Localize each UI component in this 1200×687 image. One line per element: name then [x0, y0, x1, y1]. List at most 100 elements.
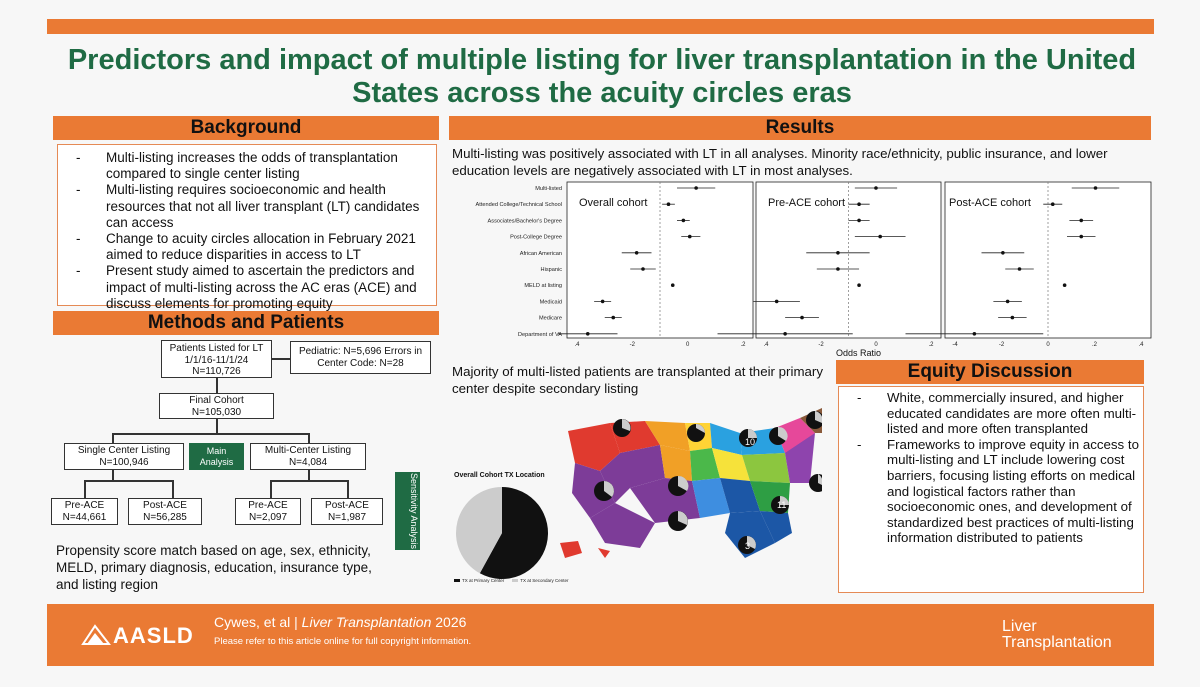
forest-point	[1017, 267, 1022, 271]
forest-panel-title: Overall cohort	[579, 197, 647, 209]
journal-logo: Liver Transplantation	[1002, 619, 1112, 651]
forest-point	[641, 267, 645, 271]
forest-tick-label: -2	[818, 342, 824, 348]
background-box: Multi-listing increases the odds of tran…	[57, 144, 437, 311]
forest-tick-label: -4	[952, 342, 958, 348]
forest-tick-label: .4	[763, 342, 769, 348]
methods-header: Methods and Patients	[53, 311, 439, 335]
equity-bullet: Frameworks to improve equity in access t…	[839, 437, 1139, 546]
background-bullet: Present study aimed to ascertain the pre…	[58, 263, 430, 312]
forest-tick-label: -2	[999, 342, 1005, 348]
pie-legend-label: TX at Primary Center	[462, 578, 505, 583]
forest-tick-label: .2	[928, 342, 934, 348]
forest-point	[666, 202, 671, 206]
flowchart: Patients Listed for LT 1/1/16-11/1/24 N=…	[0, 0, 450, 600]
forest-plot: Multi-listed Attended College/Technical S…	[476, 181, 1152, 358]
flow-sensitivity: Sensitivity Analysis	[395, 472, 420, 550]
pie-legend-swatch	[512, 579, 519, 582]
forest-row-label: Multi-listed	[535, 186, 562, 192]
forest-row-label: Attended College/Technical School	[476, 202, 562, 208]
flow-final: Final Cohort N=105,030	[159, 393, 274, 419]
background-list: Multi-listing increases the odds of tran…	[58, 150, 430, 312]
forest-point	[694, 186, 698, 190]
copyright-note: Please refer to this article online for …	[214, 636, 472, 647]
pie-legend: TX at Primary Center TX at Secondary Cent…	[454, 578, 569, 583]
forest-point	[836, 251, 840, 255]
forest-point	[874, 186, 878, 190]
citation-authors: Cywes, et al |	[214, 614, 298, 630]
forest-point	[1001, 251, 1005, 255]
map-text: Majority of multi-listed patients are tr…	[452, 364, 823, 396]
footer: AASLD Cywes, et al | Liver Transplantati…	[47, 604, 1154, 666]
flow-main-analysis: Main Analysis	[189, 443, 244, 470]
map-number: 10	[745, 437, 755, 447]
equity-bullet: White, commercially insured, and higher …	[839, 390, 1139, 437]
forest-tick-label: .4	[574, 342, 580, 348]
flow-excluded: Pediatric: N=5,696 Errors in Center Code…	[290, 341, 431, 374]
forest-point	[670, 283, 675, 287]
forest-row-label: Hispanic	[541, 267, 563, 273]
forest-point	[585, 332, 590, 336]
forest-tick-label: .4	[1138, 342, 1144, 348]
aasld-logo-icon	[81, 624, 111, 645]
forest-point	[634, 251, 639, 255]
equity-box: White, commercially insured, and higher …	[838, 386, 1144, 593]
forest-row-label: Post-College Degree	[510, 235, 562, 241]
map-number: 3	[745, 541, 750, 551]
forest-point	[1093, 186, 1098, 190]
flow-multi: Multi-Center Listing N=4,084	[250, 443, 366, 470]
forest-tick-label: -2	[630, 342, 636, 348]
pie-legend-label: TX at Secondary Center	[520, 578, 569, 583]
forest-point	[783, 332, 787, 336]
map-number: 11	[777, 500, 786, 510]
citation: Cywes, et al | Liver Transplantation 202…	[214, 614, 466, 630]
forest-tick-label: 0	[686, 342, 690, 348]
flow-single-post: Post-ACE N=56,285	[128, 498, 202, 525]
forest-point	[600, 299, 605, 304]
map-pies	[594, 411, 822, 554]
forest-row-label: African American	[520, 251, 562, 257]
citation-journal: Liver Transplantation	[301, 614, 432, 630]
flow-single: Single Center Listing N=100,946	[64, 443, 184, 470]
pie-legend-swatch	[454, 579, 460, 582]
propensity-text: Propensity score match based on age, sex…	[56, 543, 372, 592]
forest-panel-title: Pre-ACE cohort	[768, 197, 845, 209]
forest-row-label: Medicare	[539, 316, 562, 322]
background-header: Background	[53, 116, 439, 140]
forest-row-label: Department of VA	[518, 332, 562, 338]
forest-tick-label: 0	[874, 342, 878, 348]
flow-listed: Patients Listed for LT 1/1/16-11/1/24 N=…	[161, 340, 272, 378]
forest-point	[836, 267, 840, 271]
forest-tick-label: .2	[1092, 342, 1098, 348]
flow-multi-pre: Pre-ACE N=2,097	[235, 498, 301, 525]
flow-sensitivity-label: Sensitivity Analysis	[409, 472, 419, 550]
pie-title: Overall Cohort TX Location	[454, 472, 545, 479]
equity-header: Equity Discussion	[836, 360, 1144, 384]
journal-logo-line2: Transplantation	[1002, 634, 1112, 651]
results-header: Results	[449, 116, 1151, 140]
forest-row-label: MELD at listing	[524, 283, 562, 289]
forest-point	[1010, 315, 1015, 320]
pie-legend-item: TX at Primary Center	[454, 578, 504, 583]
results-summary: Multi-listing was positively associated …	[452, 146, 1108, 178]
pie-slice	[456, 487, 502, 574]
forest-point	[681, 218, 686, 223]
pie-legend-item: TX at Secondary Center	[512, 578, 569, 583]
journal-logo-line1: Liver	[1002, 618, 1037, 635]
forest-row-label: Associates/Bachelor's Degree	[488, 218, 562, 224]
forest-point	[972, 332, 977, 336]
pie-slice	[479, 487, 548, 579]
forest-x-label: Odds Ratio	[836, 348, 881, 358]
forest-point	[878, 234, 882, 239]
poster-title: Predictors and impact of multiple listin…	[67, 44, 1137, 109]
forest-point	[1005, 299, 1010, 304]
us-map: 10 11 3	[560, 408, 822, 558]
aasld-logo-text: AASLD	[113, 623, 194, 648]
top-accent-bar	[47, 19, 1154, 34]
forest-panel-title: Post-ACE cohort	[949, 197, 1031, 209]
tx-location-pie	[456, 487, 548, 579]
flow-multi-post: Post-ACE N=1,987	[311, 498, 383, 525]
forest-point	[687, 234, 692, 239]
background-bullet: Multi-listing increases the odds of tran…	[58, 150, 430, 182]
forest-point	[1050, 202, 1055, 206]
